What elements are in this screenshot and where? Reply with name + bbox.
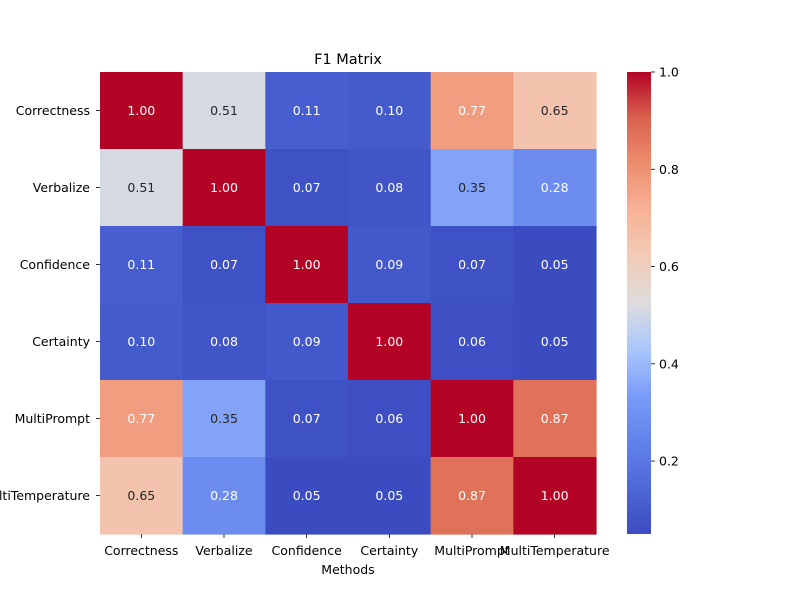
x-tick-label: Verbalize xyxy=(195,543,253,558)
cell-value-label: 0.09 xyxy=(293,334,321,349)
cell-value-label: 0.05 xyxy=(293,488,321,503)
cell-value-label: 1.00 xyxy=(458,411,486,426)
heatmap-cell xyxy=(182,303,266,381)
cell-value-label: 0.87 xyxy=(541,411,569,426)
cell-value-label: 0.09 xyxy=(375,257,403,272)
cell-value-label: 0.77 xyxy=(458,103,486,118)
heatmap-cell xyxy=(100,380,184,458)
heatmap-cell xyxy=(100,226,184,304)
heatmap-cell xyxy=(430,72,514,150)
y-tick-label: MultiTemperature xyxy=(0,488,90,503)
heatmap-cell xyxy=(513,457,597,535)
heatmap-cell xyxy=(182,380,266,458)
y-tick-label: Certainty xyxy=(32,334,90,349)
colorbar-tick-label: 0.4 xyxy=(659,356,679,371)
heatmap-cell xyxy=(265,457,349,535)
heatmap-cell xyxy=(348,457,432,535)
cell-value-label: 0.11 xyxy=(127,257,155,272)
cell-value-label: 0.77 xyxy=(127,411,155,426)
heatmap-cell xyxy=(348,303,432,381)
heatmap-cell xyxy=(430,149,514,227)
heatmap-cell xyxy=(348,149,432,227)
cell-value-label: 0.35 xyxy=(458,180,486,195)
heatmap-cell xyxy=(430,457,514,535)
y-tick-label: Verbalize xyxy=(33,180,91,195)
heatmap-cell xyxy=(348,380,432,458)
heatmap-cell xyxy=(513,149,597,227)
cell-value-label: 0.07 xyxy=(458,257,486,272)
x-tick-label: MultiTemperature xyxy=(500,543,610,558)
colorbar-tick-label: 0.8 xyxy=(659,162,679,177)
cell-value-label: 0.11 xyxy=(293,103,321,118)
x-tick-label: Certainty xyxy=(360,543,418,558)
cell-value-label: 0.08 xyxy=(375,180,403,195)
y-tick-label: Correctness xyxy=(16,103,90,118)
colorbar-tick-label: 0.2 xyxy=(659,454,679,469)
heatmap-cell xyxy=(348,226,432,304)
heatmap-cell xyxy=(182,226,266,304)
y-tick-label: MultiPrompt xyxy=(15,411,90,426)
heatmap-cell xyxy=(513,303,597,381)
x-tick-label: MultiPrompt xyxy=(434,543,509,558)
cell-value-label: 0.05 xyxy=(375,488,403,503)
cell-value-label: 1.00 xyxy=(210,180,238,195)
colorbar: 0.2 0.4 0.6 0.8 1.0 xyxy=(627,65,679,534)
colorbar-tick-label: 0.6 xyxy=(659,259,679,274)
heatmap-cell xyxy=(348,72,432,150)
cell-value-label: 0.06 xyxy=(375,411,403,426)
cell-value-label: 0.51 xyxy=(127,180,155,195)
cell-value-label: 1.00 xyxy=(375,334,403,349)
heatmap-cell xyxy=(100,149,184,227)
cell-value-label: 0.07 xyxy=(293,411,321,426)
cell-value-label: 0.07 xyxy=(293,180,321,195)
heatmap-cell xyxy=(513,226,597,304)
cell-value-label: 1.00 xyxy=(127,103,155,118)
heatmap-cell xyxy=(430,226,514,304)
heatmap-cell xyxy=(265,303,349,381)
cell-value-label: 1.00 xyxy=(541,488,569,503)
heatmap-cell xyxy=(265,72,349,150)
heatmap-cell xyxy=(265,149,349,227)
cell-value-label: 0.87 xyxy=(458,488,486,503)
heatmap-cell xyxy=(265,226,349,304)
y-tick-label: Confidence xyxy=(20,257,91,272)
cell-value-label: 1.00 xyxy=(293,257,321,272)
colorbar-tick-label: 1.0 xyxy=(659,65,679,80)
cell-value-label: 0.35 xyxy=(210,411,238,426)
cell-value-label: 0.05 xyxy=(541,334,569,349)
x-axis: Correctness Verbalize Confidence Certainty M… xyxy=(104,534,610,558)
cell-value-label: 0.65 xyxy=(541,103,569,118)
heatmap-cell xyxy=(182,72,266,150)
heatmap-cell xyxy=(430,303,514,381)
heatmap-cell xyxy=(182,457,266,535)
heatmap-cell xyxy=(100,457,184,535)
y-axis: Correctness Verbalize Confidence Certainty M… xyxy=(0,103,100,503)
cell-value-label: 0.06 xyxy=(458,334,486,349)
heatmap-cell xyxy=(513,72,597,150)
cell-value-label: 0.10 xyxy=(127,334,155,349)
x-tick-label: Confidence xyxy=(272,543,343,558)
x-axis-label: Methods xyxy=(321,562,374,577)
cell-value-label: 0.05 xyxy=(541,257,569,272)
heatmap-cell-labels: 1.00 0.51 0.11 0.10 0.77 0.65 0.51 1.00 0.07 0.08… xyxy=(127,103,568,503)
x-tick-label: Correctness xyxy=(104,543,178,558)
cell-value-label: 0.65 xyxy=(127,488,155,503)
heatmap-cell xyxy=(265,380,349,458)
cell-value-label: 0.28 xyxy=(210,488,238,503)
heatmap-cell xyxy=(430,380,514,458)
cell-value-label: 0.51 xyxy=(210,103,238,118)
heatmap-cells xyxy=(100,72,597,535)
heatmap-cell xyxy=(513,380,597,458)
cell-value-label: 0.28 xyxy=(541,180,569,195)
colorbar-gradient xyxy=(627,72,651,534)
heatmap-cell xyxy=(100,303,184,381)
heatmap-cell xyxy=(100,72,184,150)
cell-value-label: 0.07 xyxy=(210,257,238,272)
heatmap-cell xyxy=(182,149,266,227)
cell-value-label: 0.08 xyxy=(210,334,238,349)
chart-title: F1 Matrix xyxy=(314,52,382,68)
cell-value-label: 0.10 xyxy=(375,103,403,118)
